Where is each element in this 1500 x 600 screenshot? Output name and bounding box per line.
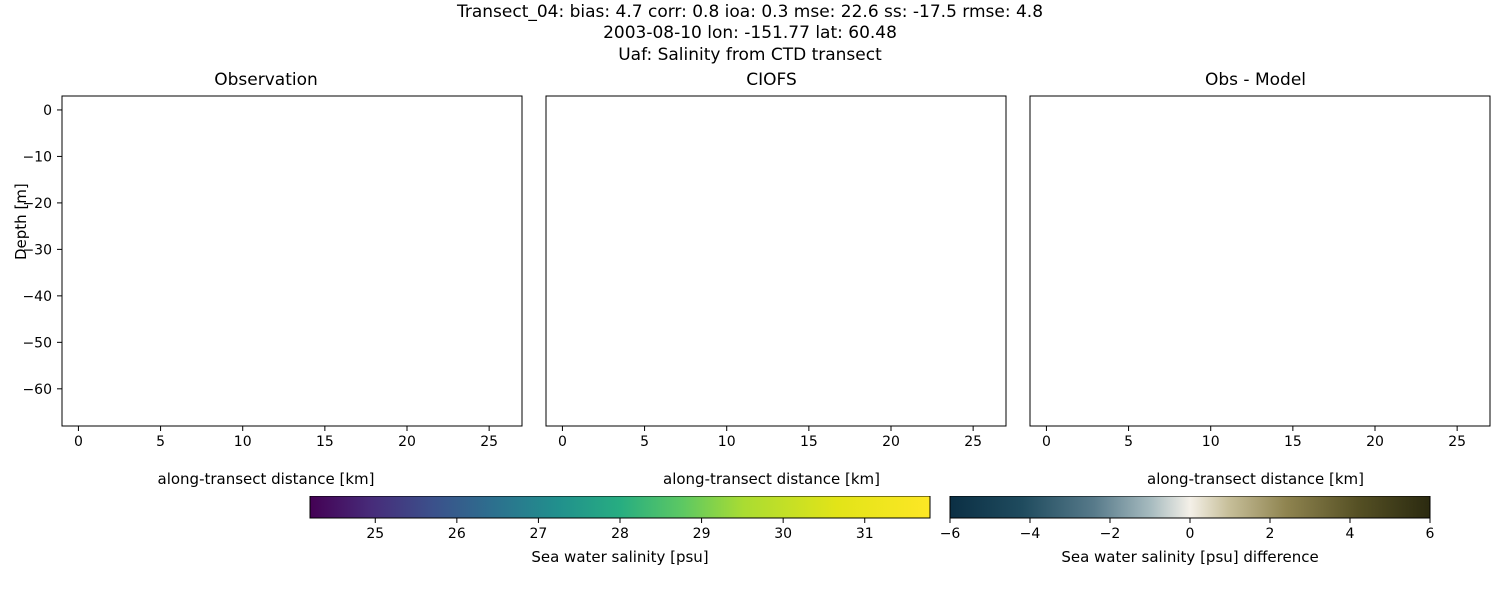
svg-text:29: 29 xyxy=(693,526,711,542)
svg-text:0: 0 xyxy=(73,434,82,450)
panel-0: Observation05101520250−10−20−30−40−50−60… xyxy=(7,70,526,488)
svg-text:0: 0 xyxy=(1041,434,1050,450)
svg-text:0: 0 xyxy=(43,103,52,119)
salinity-colorbar: 25 26 27 28 29 30 31 xyxy=(300,496,940,546)
svg-text:30: 30 xyxy=(774,526,792,542)
svg-text:25: 25 xyxy=(480,434,498,450)
salinity-colorbar-label: Sea water salinity [psu] xyxy=(531,548,708,566)
svg-text:5: 5 xyxy=(1124,434,1133,450)
svg-text:−60: −60 xyxy=(22,382,52,398)
svg-text:15: 15 xyxy=(1283,434,1301,450)
panel-svg: 0 5 10 15 20 25 xyxy=(534,92,1010,466)
colorbar-row: 25262728293031 Sea water salinity [psu] … xyxy=(0,496,1500,566)
panel-title: CIOFS xyxy=(746,70,797,90)
panel-title: Obs - Model xyxy=(1205,70,1306,90)
panel-row: Observation05101520250−10−20−30−40−50−60… xyxy=(0,70,1500,488)
svg-text:26: 26 xyxy=(448,526,466,542)
diff-colorbar: −6 −4 −2 0 2 4 6 xyxy=(940,496,1440,546)
panel-1: CIOFS 0 5 10 15 20 25 along-transect distance [… xyxy=(534,70,1010,488)
svg-text:−6: −6 xyxy=(940,526,960,542)
svg-text:−4: −4 xyxy=(1020,526,1041,542)
svg-text:2: 2 xyxy=(1266,526,1275,542)
svg-text:−10: −10 xyxy=(22,149,52,165)
svg-text:15: 15 xyxy=(799,434,817,450)
svg-text:20: 20 xyxy=(1366,434,1384,450)
svg-text:−2: −2 xyxy=(1100,526,1121,542)
x-axis-label: along-transect distance [km] xyxy=(663,470,880,488)
svg-text:25: 25 xyxy=(1448,434,1466,450)
svg-text:10: 10 xyxy=(233,434,251,450)
svg-text:−50: −50 xyxy=(22,335,52,351)
svg-text:20: 20 xyxy=(398,434,416,450)
svg-text:0: 0 xyxy=(557,434,566,450)
svg-text:6: 6 xyxy=(1426,526,1435,542)
svg-text:25: 25 xyxy=(964,434,982,450)
svg-text:15: 15 xyxy=(315,434,333,450)
x-axis-label: along-transect distance [km] xyxy=(1147,470,1364,488)
svg-text:5: 5 xyxy=(640,434,649,450)
panel-svg: 0 5 10 15 20 25 xyxy=(1018,92,1494,466)
diff-colorbar-block: −6 −4 −2 0 2 4 6 Sea water salinity [psu] diff… xyxy=(940,496,1440,566)
svg-text:25: 25 xyxy=(366,526,384,542)
title-line-3: Uaf: Salinity from CTD transect xyxy=(0,45,1500,66)
x-axis-label: along-transect distance [km] xyxy=(158,470,375,488)
diff-colorbar-label: Sea water salinity [psu] difference xyxy=(1061,548,1318,566)
svg-text:28: 28 xyxy=(611,526,629,542)
svg-text:−40: −40 xyxy=(22,289,52,305)
svg-text:4: 4 xyxy=(1346,526,1355,542)
svg-text:5: 5 xyxy=(156,434,165,450)
svg-text:0: 0 xyxy=(1186,526,1195,542)
salinity-colorbar-block: 25 26 27 28 29 30 31 Sea water salinity [psu] xyxy=(300,496,940,566)
svg-text:10: 10 xyxy=(717,434,735,450)
svg-text:10: 10 xyxy=(1201,434,1219,450)
svg-text:31: 31 xyxy=(856,526,874,542)
title-line-1: Transect_04: bias: 4.7 corr: 0.8 ioa: 0.… xyxy=(0,2,1500,23)
svg-text:27: 27 xyxy=(530,526,548,542)
figure-title: Transect_04: bias: 4.7 corr: 0.8 ioa: 0.… xyxy=(0,0,1500,66)
y-axis-label: Depth [m] xyxy=(12,183,30,260)
svg-text:20: 20 xyxy=(882,434,900,450)
title-line-2: 2003-08-10 lon: -151.77 lat: 60.48 xyxy=(0,23,1500,44)
panel-svg: 05101520250−10−20−30−40−50−60 xyxy=(7,92,526,466)
panel-title: Observation xyxy=(214,70,318,90)
panel-2: Obs - Model 0 5 10 15 20 25 along-transect dist… xyxy=(1018,70,1494,488)
